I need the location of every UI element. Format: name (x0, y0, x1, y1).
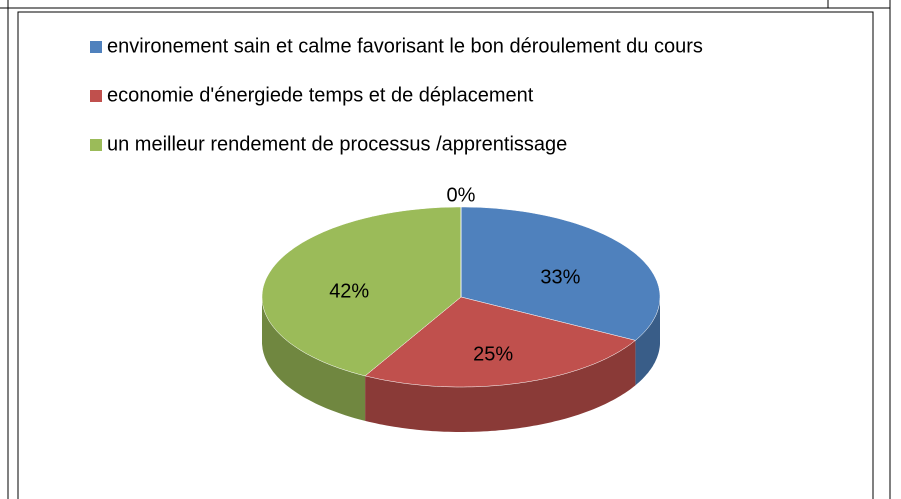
data-label: 25% (473, 343, 513, 365)
legend-swatch (90, 139, 102, 151)
chart-area (17, 11, 874, 499)
data-label: 33% (540, 267, 580, 289)
pie-side (262, 297, 366, 421)
data-label: 0% (447, 184, 476, 206)
legend-swatch (90, 90, 102, 102)
pie-slice (364, 296, 636, 388)
pie-side (635, 297, 660, 386)
legend-label: un meilleur rendement de processus /appr… (107, 133, 567, 155)
pie-slice (460, 206, 661, 341)
data-label: 42% (329, 280, 369, 302)
legend-label: environement sain et calme favorisant le… (107, 35, 703, 57)
pie-slice (261, 206, 462, 377)
pie-side (365, 340, 636, 432)
legend-label: economie d'énergiede temps et de déplace… (107, 84, 534, 106)
legend-swatch (90, 41, 102, 53)
